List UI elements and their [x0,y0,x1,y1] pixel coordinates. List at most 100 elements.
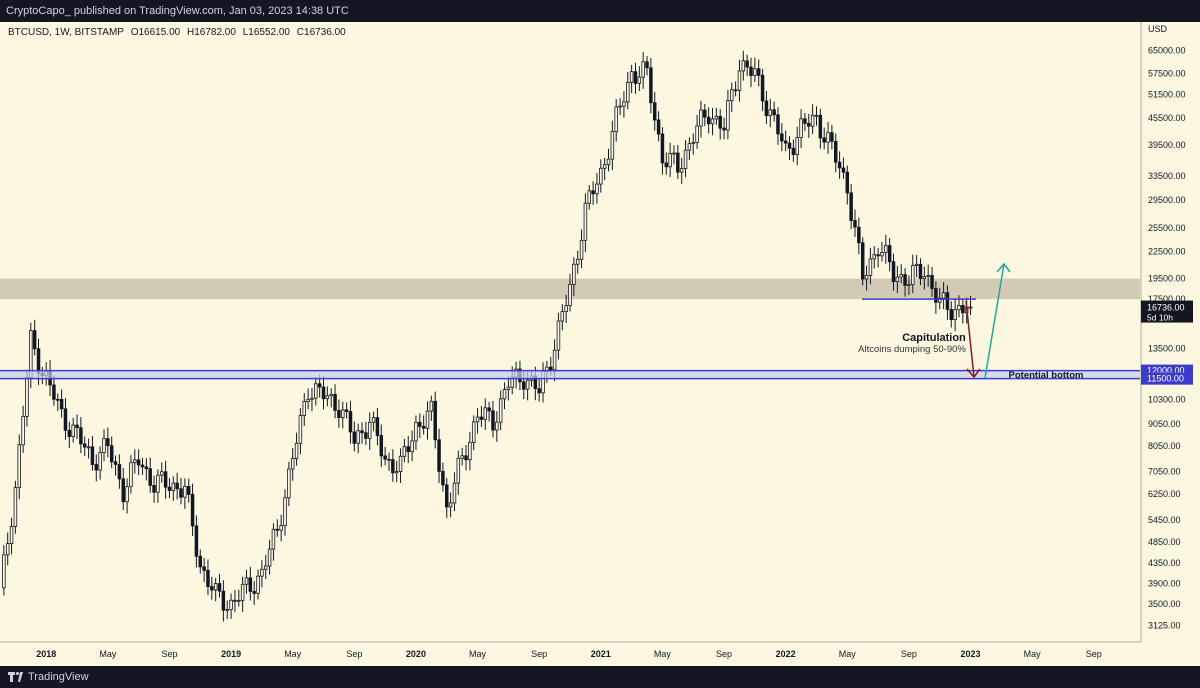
candle-body [306,398,310,402]
candle-body [683,149,688,169]
last-price-label: 16736.00 [1147,303,1185,313]
candle-body [714,115,719,120]
candle-body [791,147,796,156]
candle-body [448,502,453,508]
x-tick-label: May [469,649,487,659]
candle-body [360,430,364,434]
candle-body [837,161,842,169]
candle-body [356,430,360,444]
candle-body [445,484,449,508]
zone-price-label-bg [1141,372,1193,385]
candle-body [225,609,229,611]
candle-body [260,568,264,577]
candle-body [772,109,776,116]
candle-body [664,162,669,168]
candle-body [691,142,695,145]
candle-body [799,118,803,139]
x-tick-label: May [284,649,302,659]
candle-body [703,109,707,118]
candle-body [672,152,676,155]
candle-body [568,284,572,306]
candle-body [606,158,611,165]
candle-body [891,261,896,283]
candle-body [491,410,495,431]
candle-body [337,410,341,418]
candle-body [845,171,850,194]
candle-body [348,411,353,433]
bar-countdown-label: 5d 10h [1147,313,1173,323]
publish-bar: CryptoCapo_ published on TradingView.com… [0,0,1200,22]
y-tick-label: 57500.00 [1148,69,1186,79]
y-tick-label: 45500.00 [1148,113,1186,123]
y-tick-label: 10300.00 [1148,395,1186,405]
candle-body [456,457,461,484]
candle-body [410,440,414,453]
candle-body [857,226,861,244]
candle-body [907,284,911,286]
candle-body [826,132,830,143]
candle-body [302,401,307,416]
candle-body [560,311,565,322]
candle-body [179,488,183,498]
candle-body [699,109,703,127]
candle-body [314,383,318,399]
candle-body [941,292,946,299]
candle-body [210,586,214,591]
candle-body [884,245,888,253]
candle-body [263,565,268,570]
x-tick-label: May [839,649,857,659]
y-tick-label: 3500.00 [1148,599,1181,609]
candle-body [726,100,730,131]
candle-body [968,306,973,309]
candle-body [522,381,526,390]
candle-body [82,443,87,448]
candle-body [899,274,903,278]
candle-body [418,421,422,427]
candle-body [853,220,857,228]
candle-body [914,263,919,267]
candle-body [109,445,114,463]
candle-body [387,458,391,461]
chart-area[interactable]: Capitulation Altcoins dumping 50-90% Poten… [0,22,1200,666]
candle-body [460,455,464,459]
candle-body [722,127,726,131]
candle-body [471,421,476,443]
x-tick-label: May [1024,649,1042,659]
candle-body [183,485,187,498]
candle-body [206,569,210,587]
candle-body [830,132,834,142]
candle-body [144,466,149,470]
candle-body [240,583,245,601]
candle-body [602,164,607,169]
candle-body [32,330,37,350]
candle-body [71,424,75,438]
x-tick-label: 2023 [961,649,981,659]
candle-body [121,478,125,503]
candle-body [764,100,769,117]
tradingview-logo-icon [8,672,24,682]
candle-body [175,482,179,490]
candle-body [94,464,99,471]
candle-body [926,275,930,277]
x-tick-label: 2022 [776,649,796,659]
candle-body [406,446,410,453]
y-tick-label: 29500.00 [1148,195,1186,205]
capitulation-label: Capitulation [902,332,966,344]
candle-body [660,133,665,164]
candle-body [633,71,638,84]
down-arrowhead-icon [966,368,981,379]
candle-body [903,274,907,286]
candle-body [795,137,799,156]
candle-body [171,482,176,491]
legend-low: L16552.00 [242,27,290,38]
candle-body [298,415,303,444]
candle-body [506,386,511,390]
candle-body [595,183,599,195]
candle-body [564,305,568,313]
candle-body [464,455,468,461]
candle-body [810,114,815,127]
candle-body [398,455,403,472]
candle-body [475,416,480,423]
candle-body [321,386,326,400]
